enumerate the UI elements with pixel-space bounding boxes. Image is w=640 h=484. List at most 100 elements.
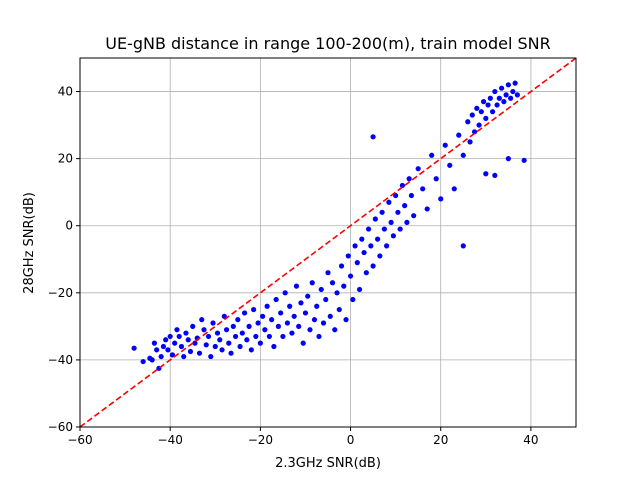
- data-point: [232, 333, 239, 340]
- y-axis-label: 28GHz SNR(dB): [22, 192, 37, 294]
- data-point: [496, 95, 502, 101]
- y-axis-ticks: −60 −40 −20 0 20 40: [48, 85, 80, 434]
- y-tick-label: −20: [48, 286, 73, 300]
- data-point: [255, 320, 261, 326]
- data-point: [492, 172, 498, 179]
- data-point: [395, 209, 401, 215]
- x-tick-label: −20: [248, 433, 273, 447]
- data-point: [163, 337, 169, 343]
- data-point: [386, 199, 392, 205]
- data-point: [329, 280, 336, 286]
- y-tick-label: 0: [65, 219, 73, 233]
- data-point: [178, 343, 185, 350]
- data-point: [347, 273, 354, 279]
- y-tick-label: −40: [48, 353, 73, 367]
- data-point: [368, 243, 374, 249]
- data-point: [483, 115, 489, 121]
- data-point: [241, 310, 248, 316]
- data-point: [469, 112, 475, 118]
- data-point: [424, 206, 430, 212]
- data-point: [429, 152, 435, 158]
- data-point: [332, 327, 338, 333]
- data-point: [370, 263, 376, 269]
- data-point: [275, 323, 281, 329]
- data-point: [345, 253, 351, 259]
- data-point: [271, 343, 277, 350]
- y-tick-label: 40: [58, 85, 73, 99]
- data-point: [199, 317, 205, 323]
- data-point: [370, 134, 376, 140]
- data-point: [501, 99, 507, 105]
- data-point: [228, 350, 234, 356]
- data-point: [226, 340, 232, 346]
- data-point: [158, 353, 164, 360]
- data-point: [460, 243, 466, 249]
- data-point: [187, 348, 194, 355]
- data-point: [465, 119, 471, 125]
- data-point: [257, 340, 263, 346]
- data-point: [503, 92, 509, 98]
- data-point: [399, 182, 405, 189]
- data-point: [273, 296, 279, 303]
- data-point: [494, 102, 500, 108]
- data-point: [269, 317, 275, 323]
- data-point: [201, 327, 207, 333]
- y-tick-label: 20: [58, 152, 73, 166]
- data-point: [167, 333, 173, 340]
- data-point: [230, 323, 236, 329]
- data-point: [217, 337, 223, 343]
- data-point: [341, 283, 347, 289]
- data-point: [284, 320, 291, 326]
- reference-line-group: [79, 57, 577, 428]
- data-point: [235, 317, 241, 323]
- data-point: [323, 296, 329, 303]
- data-point: [489, 109, 496, 115]
- data-point: [325, 270, 331, 276]
- data-point: [280, 333, 286, 340]
- data-point: [381, 226, 387, 232]
- data-point: [183, 330, 189, 336]
- data-point: [262, 327, 268, 333]
- data-point: [316, 333, 322, 340]
- data-point: [307, 327, 313, 333]
- data-point: [311, 317, 318, 323]
- data-point: [512, 80, 518, 86]
- data-point: [260, 313, 266, 319]
- data-point: [223, 327, 230, 333]
- data-point: [300, 340, 306, 346]
- data-point: [415, 166, 421, 172]
- data-point: [460, 152, 466, 158]
- data-point: [185, 337, 191, 343]
- data-point: [334, 290, 340, 296]
- data-point: [433, 176, 439, 182]
- data-point: [203, 342, 209, 348]
- data-point: [492, 88, 498, 95]
- data-point: [478, 109, 484, 115]
- data-point: [467, 139, 473, 145]
- data-point: [165, 347, 171, 353]
- data-point: [365, 226, 372, 232]
- data-point: [287, 303, 293, 309]
- data-point: [379, 209, 385, 215]
- x-tick-label: 20: [433, 433, 448, 447]
- data-point: [214, 330, 221, 336]
- x-tick-label: −40: [158, 433, 183, 447]
- data-point: [350, 296, 356, 303]
- data-point: [160, 343, 167, 350]
- data-point: [210, 320, 216, 326]
- data-point: [248, 347, 254, 353]
- data-point: [131, 345, 137, 351]
- data-point: [476, 122, 482, 128]
- data-point: [356, 286, 363, 293]
- data-point: [393, 192, 399, 199]
- x-axis-ticks: −60 −40 −20 0 20 40: [67, 427, 539, 447]
- data-point: [314, 303, 320, 309]
- data-point: [239, 330, 245, 336]
- data-point: [521, 157, 527, 163]
- data-point: [176, 333, 182, 340]
- x-tick-label: 40: [523, 433, 538, 447]
- data-point: [291, 313, 297, 319]
- data-point: [264, 303, 270, 309]
- data-point: [296, 323, 302, 329]
